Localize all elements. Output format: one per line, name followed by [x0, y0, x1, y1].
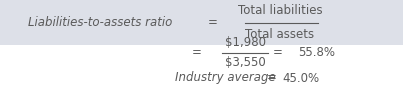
Text: Liabilities-to-assets ratio: Liabilities-to-assets ratio: [28, 16, 172, 30]
Text: 45.0%: 45.0%: [282, 71, 319, 85]
Text: 55.8%: 55.8%: [298, 47, 335, 59]
Text: =: =: [273, 47, 283, 59]
Bar: [0, 45, 403, 90]
Text: Industry average: Industry average: [175, 71, 276, 85]
Text: =: =: [192, 47, 202, 59]
Text: =: =: [208, 16, 218, 30]
Text: Total liabilities: Total liabilities: [238, 4, 322, 16]
Text: $3,550: $3,550: [224, 57, 265, 69]
Text: $1,980: $1,980: [224, 37, 266, 50]
Text: Total assets: Total assets: [245, 29, 315, 41]
Text: =: =: [267, 71, 277, 85]
